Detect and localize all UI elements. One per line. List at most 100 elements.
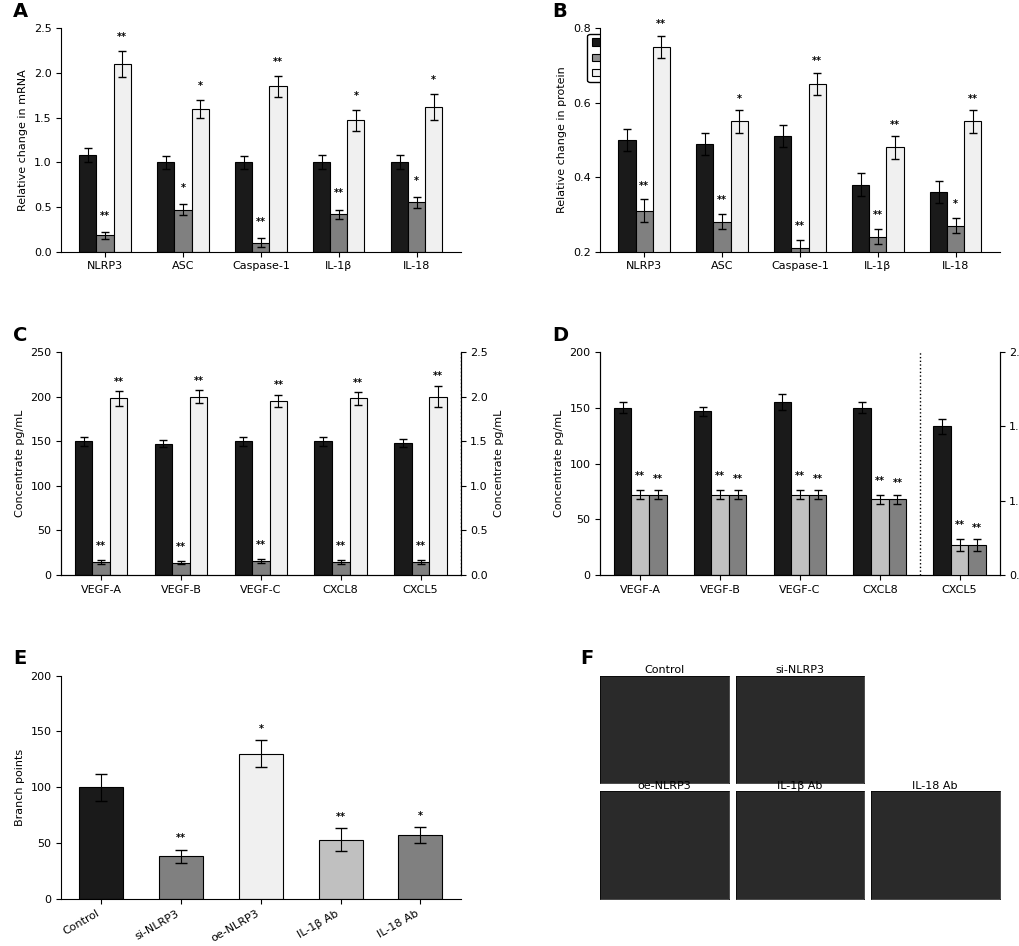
Text: **: ** [96,541,106,551]
Bar [398,835,442,899]
Y-axis label: Branch points: Branch points [15,748,24,826]
Text: *: * [198,80,203,91]
Text: D: D [552,325,568,344]
Text: *: * [418,811,423,820]
Text: **: ** [335,541,345,551]
Title: Control: Control [644,665,684,674]
Title: oe-NLRP3: oe-NLRP3 [637,780,691,791]
Text: **: ** [113,377,123,387]
Bar [947,225,963,326]
Text: **: ** [971,523,981,533]
Text: **: ** [655,19,665,29]
Bar [791,495,808,575]
Bar [313,163,330,252]
Bar [394,443,412,575]
Bar [729,495,746,575]
Bar [190,396,207,575]
Bar [412,562,429,575]
Bar [113,64,130,252]
Bar [772,402,791,575]
Bar [350,398,367,575]
Text: **: ** [353,377,363,388]
Text: **: ** [652,474,662,483]
Text: **: ** [333,188,343,199]
Text: F: F [580,649,593,669]
Text: A: A [13,2,29,21]
Bar [159,856,203,899]
Text: **: ** [117,32,127,42]
Text: **: ** [874,476,883,486]
Y-axis label: Concentrate pg/mL: Concentrate pg/mL [553,410,564,517]
Bar [888,499,905,575]
Text: C: C [13,325,28,344]
Bar [429,396,446,575]
Bar [234,441,252,575]
Bar [648,495,665,575]
Bar [425,107,442,252]
Bar [79,155,97,252]
Bar [269,401,287,575]
Y-axis label: Relative change in protein: Relative change in protein [556,66,567,214]
Bar [730,121,747,326]
Bar [693,412,710,575]
Bar [235,163,252,252]
Text: **: ** [176,542,185,552]
Text: *: * [353,91,358,100]
Bar [851,184,868,326]
Text: E: E [13,649,26,669]
Bar [929,192,947,326]
Text: *: * [180,184,185,193]
Text: **: ** [256,217,266,227]
Bar [791,248,808,326]
Bar [110,398,127,575]
Bar [314,441,331,575]
Text: **: ** [273,380,283,391]
Bar [712,221,730,326]
Text: **: ** [273,57,282,67]
Text: **: ** [635,471,645,482]
Text: **: ** [714,471,725,482]
Y-axis label: Concentrate pg/mL: Concentrate pg/mL [15,410,24,517]
Bar [269,86,286,252]
Bar [808,495,825,575]
Bar [773,136,791,326]
Text: **: ** [812,474,821,483]
Bar [330,214,347,252]
Bar [318,839,362,899]
Text: **: ** [256,540,266,551]
Bar [967,545,985,650]
Bar [618,140,635,326]
Text: **: ** [335,812,345,822]
Text: *: * [414,176,419,186]
Title: IL-18 Ab: IL-18 Ab [912,780,957,791]
Bar [347,120,364,252]
Bar [97,236,113,252]
Bar [652,47,669,326]
Text: **: ** [433,372,442,381]
Bar [238,754,282,899]
Text: **: ** [892,478,902,488]
Text: **: ** [794,471,804,482]
Y-axis label: Concentrate pg/mL: Concentrate pg/mL [493,410,503,517]
Text: **: ** [732,474,742,483]
Bar [79,787,123,899]
Bar [157,163,174,252]
Bar [74,441,93,575]
Title: si-NLRP3: si-NLRP3 [774,665,823,674]
Text: **: ** [194,376,204,386]
Bar [932,427,950,650]
Bar [613,408,631,575]
Bar [93,562,110,575]
Bar [252,242,269,252]
Title: IL-1β Ab: IL-1β Ab [776,780,821,791]
Bar [252,561,269,575]
Text: **: ** [716,196,727,205]
Bar [408,202,425,252]
Text: **: ** [967,94,977,103]
Bar [331,562,350,575]
Text: *: * [431,75,436,84]
Bar [963,121,980,326]
Bar [174,210,192,252]
Text: **: ** [794,221,804,232]
Bar [886,148,903,326]
